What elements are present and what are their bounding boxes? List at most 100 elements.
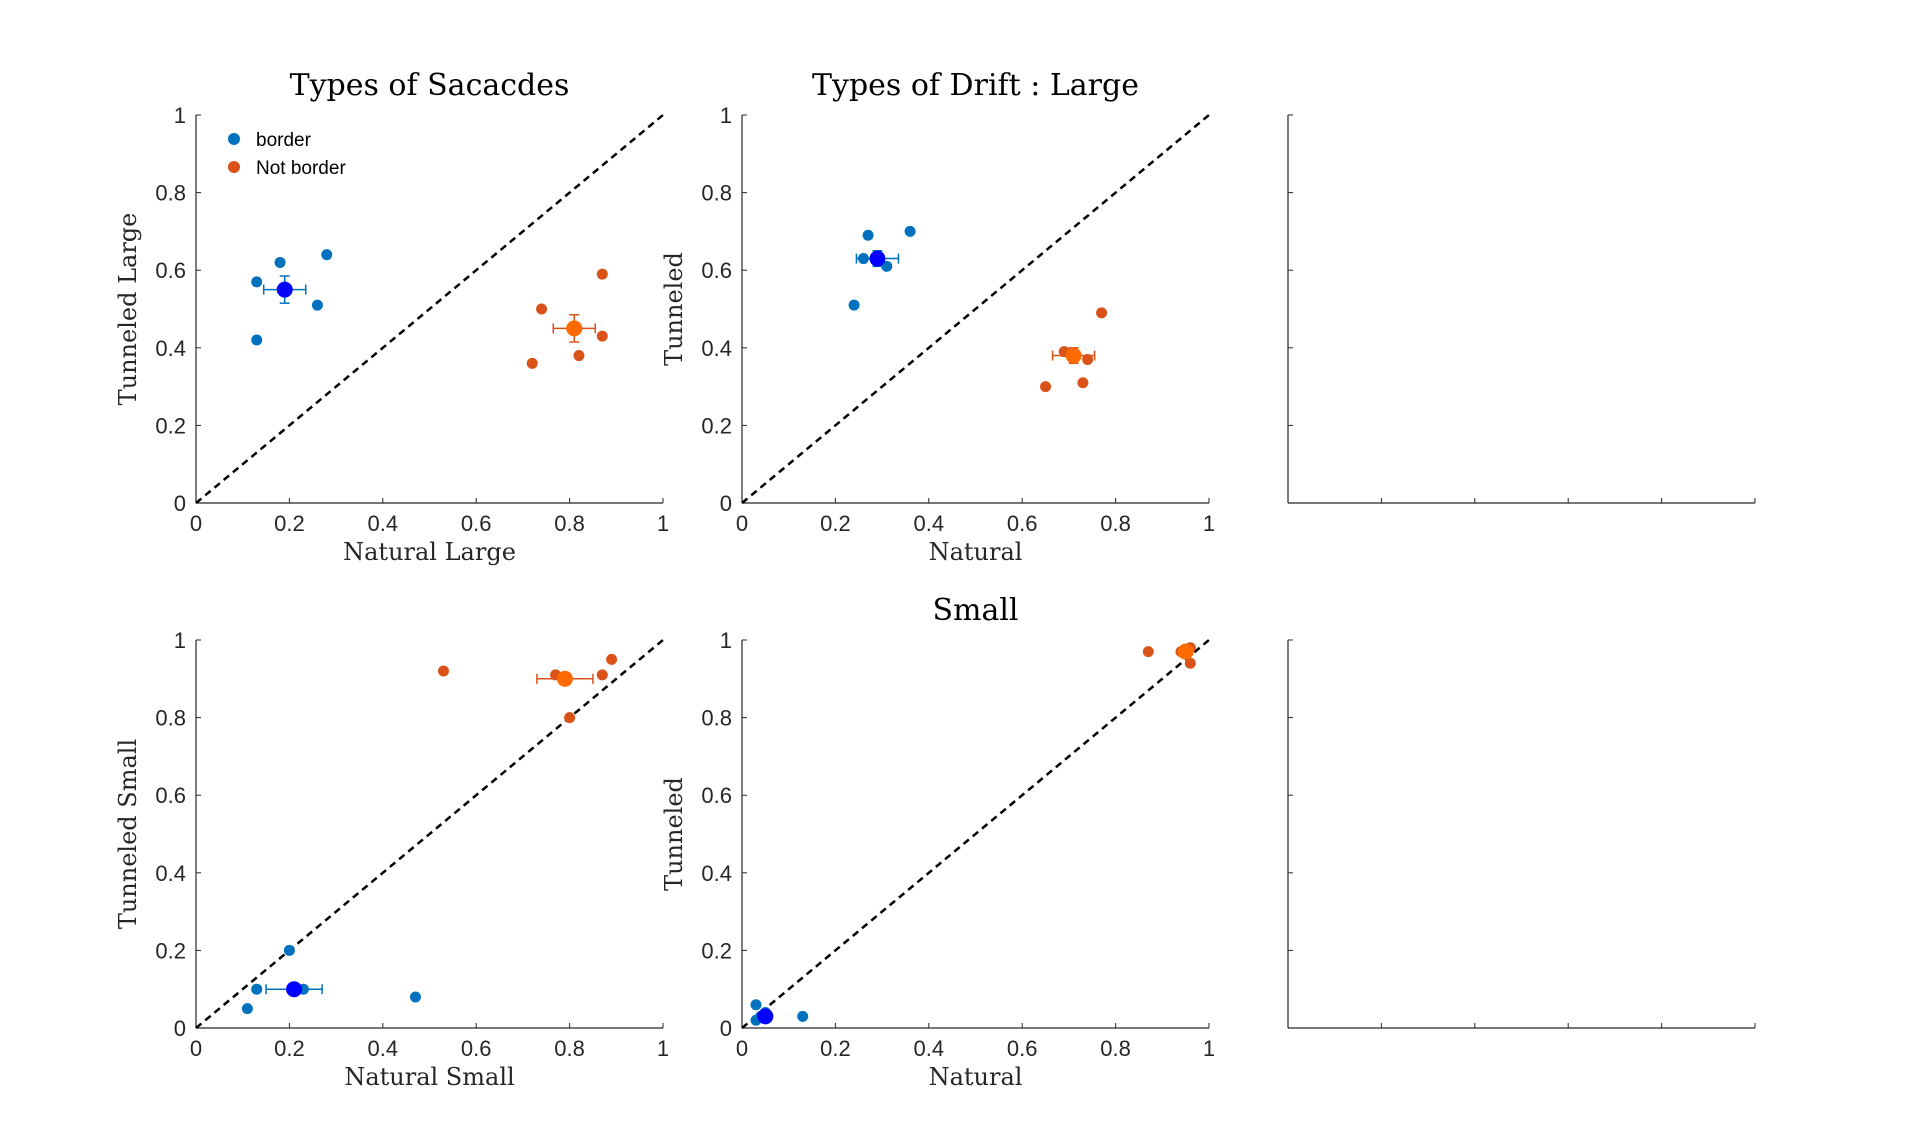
y-tick-label: 0.2 (701, 938, 732, 963)
x-axis-label: Natural (929, 538, 1023, 566)
x-tick-label: 0 (736, 1036, 748, 1061)
x-tick-label: 0.4 (368, 1036, 399, 1061)
y-tick-label: 0.6 (155, 258, 186, 283)
series-1 (750, 999, 809, 1026)
x-tick-label: 0.8 (1100, 1036, 1131, 1061)
data-point (1142, 646, 1154, 658)
y-tick-label: 0.4 (155, 336, 186, 361)
x-tick-label: 0 (190, 511, 202, 536)
data-point (848, 299, 860, 311)
x-tick-label: 1 (1203, 1036, 1215, 1061)
x-axis-label: Natural Large (343, 538, 516, 566)
panel-3 (1287, 114, 1756, 504)
data-point (274, 256, 286, 268)
x-tick-label: 0.2 (274, 511, 305, 536)
data-point (596, 330, 608, 342)
data-point (1077, 377, 1089, 389)
series-2 (438, 653, 618, 724)
diagonal-line (195, 114, 664, 504)
legend-label: border (256, 130, 312, 151)
y-tick-label: 0.4 (701, 336, 732, 361)
x-tick-label: 1 (657, 1036, 669, 1061)
chart-title: Small (932, 593, 1018, 628)
data-point (564, 712, 576, 724)
y-tick-label: 1 (174, 103, 186, 128)
series-1 (848, 225, 916, 311)
x-axis-label: Natural Small (344, 1063, 514, 1091)
diagonal-line (741, 114, 1210, 504)
series-2 (526, 268, 608, 369)
series-2 (1040, 307, 1108, 393)
data-point (1082, 353, 1094, 365)
y-tick-label: 0.8 (701, 181, 732, 206)
x-tick-label: 0.2 (820, 1036, 851, 1061)
y-tick-label: 0.2 (155, 413, 186, 438)
mean-point (276, 281, 293, 298)
data-point (750, 999, 762, 1011)
panel-1: 00 0.2 0.2 0.4 0.4 0.6 0.6 0.8 0.8 1 1 Types of Sac… (114, 68, 669, 566)
y-tick-label: 0 (720, 491, 732, 516)
x-tick-label: 0.6 (1007, 511, 1038, 536)
data-point (536, 303, 548, 315)
x-tick-label: 0.6 (461, 511, 492, 536)
y-tick-label: 0.8 (155, 706, 186, 731)
y-axis-label: Tunneled (660, 252, 688, 366)
mean-point (566, 320, 583, 337)
diagonal-line (195, 639, 664, 1029)
x-tick-label: 0.8 (1100, 511, 1131, 536)
data-point (596, 669, 608, 681)
y-tick-label: 0 (174, 491, 186, 516)
x-tick-label: 0.4 (914, 511, 945, 536)
data-point (797, 1010, 809, 1022)
diagonal-line (741, 639, 1210, 1029)
x-tick-label: 0.2 (820, 511, 851, 536)
data-point (283, 944, 295, 956)
x-tick-label: 0.8 (554, 511, 585, 536)
legend-marker (228, 161, 240, 173)
legend-label: Not border (256, 158, 346, 179)
x-tick-label: 1 (657, 511, 669, 536)
data-point (862, 229, 874, 241)
chart-title: Types of Drift : Large (812, 68, 1139, 103)
panel-5: 00 0.2 0.2 0.4 0.4 0.6 0.6 0.8 0.8 1 1 Small Natural… (660, 593, 1215, 1091)
legend-marker (228, 133, 240, 145)
y-axis-label: Tunneled Small (114, 739, 142, 929)
mean-point (1065, 347, 1082, 364)
y-tick-label: 0 (174, 1016, 186, 1041)
data-point (321, 249, 333, 261)
series-1 (251, 249, 333, 346)
data-point (438, 665, 450, 677)
data-point (904, 225, 916, 237)
y-tick-label: 0.8 (155, 181, 186, 206)
x-tick-label: 0.2 (274, 1036, 305, 1061)
data-point (526, 357, 538, 369)
data-point (1096, 307, 1108, 319)
y-tick-label: 0.4 (155, 861, 186, 886)
data-point (409, 991, 421, 1003)
panel-4: 00 0.2 0.2 0.4 0.4 0.6 0.6 0.8 0.8 1 1 Natural Smal… (114, 628, 669, 1091)
data-point (241, 1003, 253, 1015)
y-tick-label: 0.6 (701, 783, 732, 808)
data-point (1184, 657, 1196, 669)
x-tick-label: 0.4 (914, 1036, 945, 1061)
data-point (606, 653, 618, 665)
y-tick-label: 0.4 (701, 861, 732, 886)
panel-2: 00 0.2 0.2 0.4 0.4 0.6 0.6 0.8 0.8 1 1 Types of Dri… (660, 68, 1215, 566)
data-point (311, 299, 323, 311)
data-point (1040, 381, 1052, 393)
y-axis-label: Tunneled (660, 777, 688, 891)
mean-point (286, 981, 303, 998)
data-point (596, 268, 608, 280)
mean-point (556, 670, 573, 687)
y-tick-label: 0.2 (701, 413, 732, 438)
data-point (251, 276, 263, 288)
panel-6 (1287, 639, 1756, 1029)
data-point (251, 334, 263, 346)
y-tick-label: 1 (720, 103, 732, 128)
x-tick-label: 0.6 (461, 1036, 492, 1061)
y-tick-label: 0.6 (701, 258, 732, 283)
series-1 (241, 944, 421, 1015)
y-tick-label: 1 (720, 628, 732, 653)
data-point (573, 350, 585, 362)
